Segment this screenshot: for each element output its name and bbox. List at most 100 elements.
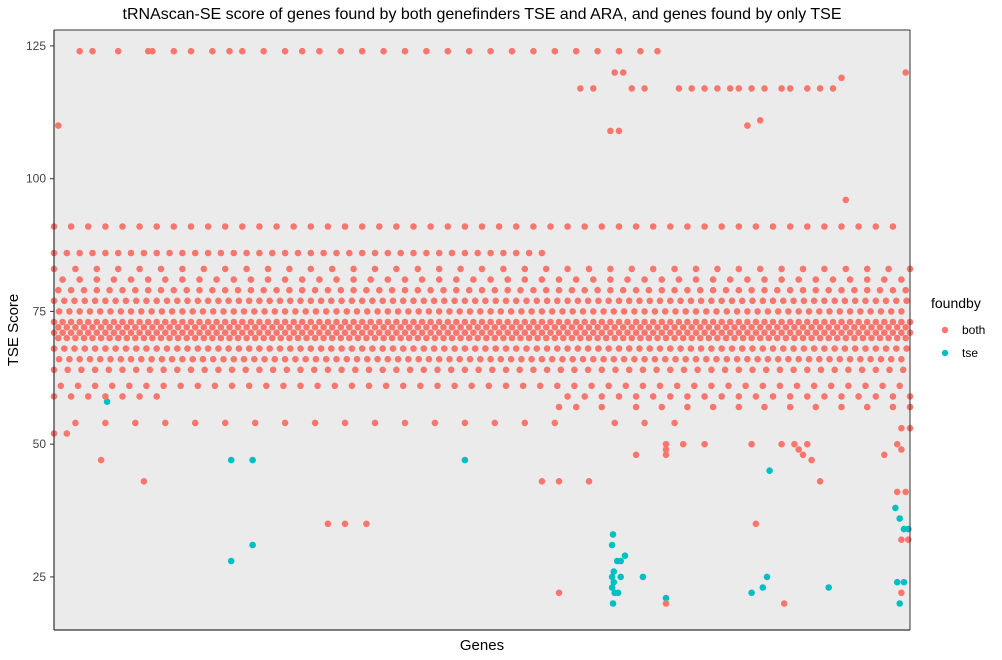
data-point-both	[714, 334, 721, 342]
data-point-both	[346, 334, 353, 342]
data-point-both	[132, 297, 140, 305]
data-point-both	[477, 308, 484, 315]
data-point-both	[859, 324, 867, 331]
data-point-both	[281, 355, 289, 363]
data-point-both	[744, 308, 751, 315]
data-point-both	[728, 297, 736, 305]
data-point-both	[507, 355, 515, 363]
data-point-both	[677, 345, 684, 352]
data-point-both	[780, 600, 788, 607]
data-point-both	[280, 382, 287, 390]
data-point-both	[831, 297, 838, 305]
data-point-both	[320, 324, 327, 331]
data-point-both	[140, 249, 148, 257]
data-point-both	[153, 318, 160, 326]
data-point-both	[893, 297, 900, 305]
data-point-both	[240, 355, 248, 363]
data-point-both	[132, 366, 140, 374]
data-point-both	[243, 334, 250, 342]
data-point-both	[80, 334, 88, 342]
data-point-both	[703, 355, 710, 363]
data-point-both	[194, 345, 202, 352]
data-point-both	[600, 355, 607, 363]
data-point-both	[322, 308, 330, 315]
data-point-both	[401, 276, 409, 283]
data-point-both	[290, 318, 298, 326]
data-point-both	[170, 318, 178, 326]
data-point-both	[620, 308, 628, 315]
data-point-both	[533, 345, 541, 352]
data-point-both	[401, 419, 409, 427]
data-point-both	[625, 297, 633, 305]
data-point-both	[63, 334, 71, 342]
data-point-both	[735, 366, 743, 374]
data-point-both	[166, 334, 173, 342]
data-point-both	[451, 345, 458, 352]
data-point-both	[399, 297, 407, 305]
data-point-both	[728, 345, 736, 352]
data-point-both	[401, 47, 409, 55]
data-point-both	[631, 355, 638, 363]
data-point-both	[286, 334, 293, 342]
data-point-both	[769, 297, 777, 305]
data-point-both	[662, 334, 670, 342]
data-point-both	[215, 345, 222, 352]
data-point-both	[470, 318, 477, 326]
data-point-both	[209, 308, 217, 315]
data-point-both	[320, 249, 327, 257]
data-point-both	[829, 276, 837, 283]
data-point-both	[752, 393, 760, 400]
data-point-tse	[103, 398, 111, 406]
legend-key-both	[941, 326, 949, 334]
data-point-both	[872, 393, 880, 400]
data-point-both	[903, 297, 910, 305]
data-point-both	[350, 265, 357, 273]
data-point-both	[89, 324, 96, 331]
data-point-both	[191, 249, 199, 257]
data-point-both	[140, 324, 148, 331]
data-point-both	[577, 334, 584, 342]
data-point-both	[731, 324, 738, 331]
data-point-both	[183, 286, 190, 294]
data-point-both	[143, 345, 150, 352]
data-point-both	[420, 297, 428, 305]
data-point-both	[483, 334, 490, 342]
data-point-both	[868, 324, 875, 331]
data-point-both	[393, 318, 400, 326]
data-point-both	[369, 345, 376, 352]
data-point-both	[235, 345, 243, 352]
data-point-both	[160, 382, 167, 390]
data-point-both	[564, 318, 571, 326]
data-point-both	[639, 366, 647, 374]
data-point-both	[311, 324, 319, 331]
data-point-both	[709, 403, 717, 411]
data-point-both	[543, 297, 551, 305]
data-point-both	[337, 286, 345, 294]
data-point-both	[102, 249, 109, 257]
data-point-both	[478, 265, 486, 273]
data-point-both	[547, 223, 554, 230]
data-point-both	[76, 355, 83, 363]
data-point-both	[525, 324, 533, 331]
data-point-both	[662, 600, 670, 607]
data-point-both	[354, 324, 362, 331]
data-point-both	[191, 419, 199, 427]
data-point-both	[457, 324, 464, 331]
data-point-both	[800, 345, 808, 352]
data-point-tse	[662, 594, 670, 602]
data-point-both	[838, 223, 845, 230]
data-point-both	[55, 324, 62, 331]
data-point-both	[881, 451, 888, 459]
data-point-both	[662, 440, 670, 448]
data-point-both	[885, 265, 892, 273]
data-point-both	[817, 366, 825, 374]
legend-key-tse	[941, 349, 949, 357]
data-point-both	[354, 334, 362, 342]
data-point-both	[123, 334, 131, 342]
data-point-both	[778, 85, 785, 92]
data-point-both	[81, 345, 89, 352]
data-point-both	[632, 223, 640, 230]
data-point-both	[722, 286, 730, 294]
data-point-both	[440, 334, 447, 342]
data-point-both	[538, 318, 546, 326]
